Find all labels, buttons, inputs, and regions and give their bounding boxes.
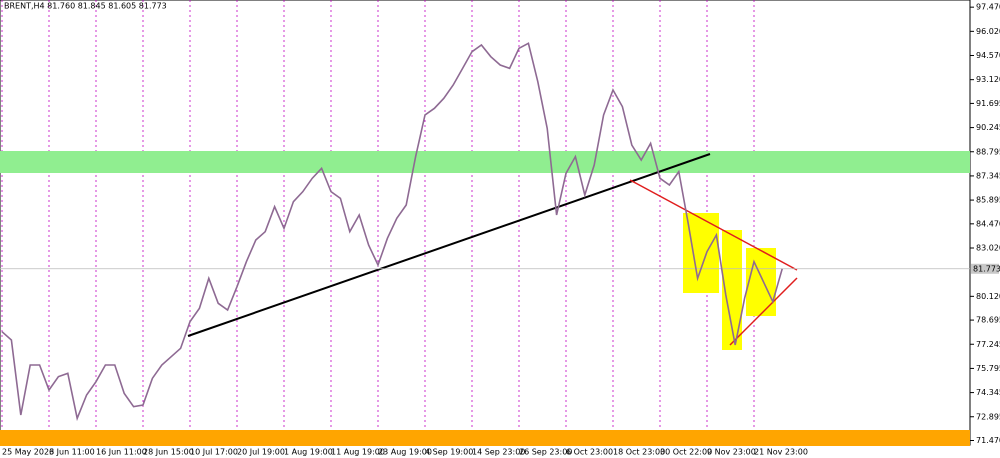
y-tick-label: 87.345 [976, 171, 1000, 180]
trend-line [629, 179, 798, 271]
y-tick-label: 83.020 [976, 244, 1000, 253]
y-tick-label: 91.695 [976, 99, 1000, 108]
y-tick-label: 96.020 [976, 27, 1000, 36]
x-tick-label: 14 Sep 23:00 [472, 448, 525, 457]
last-price-box [971, 263, 999, 274]
support-zone [0, 430, 970, 446]
y-tick-label: 90.245 [976, 123, 1000, 132]
y-tick-label: 84.470 [976, 219, 1000, 228]
chart-header: BRENT,H4 81.760 81.845 81.605 81.773 [4, 2, 167, 11]
trend-line [187, 153, 711, 337]
y-tick-label: 85.895 [976, 196, 1000, 205]
plot-frame [0, 0, 971, 446]
x-tick-label: 4 Sep 19:00 [425, 448, 473, 457]
x-tick-label: 9 Nov 23:00 [707, 448, 756, 457]
x-tick-label: 30 Oct 22:00 [660, 448, 712, 457]
x-tick-label: 10 Jul 17:00 [190, 448, 238, 457]
last-price-label: 81.773 [973, 264, 1000, 273]
x-tick-label: 16 Jun 11:00 [96, 448, 147, 457]
x-tick-label: 25 May 2023 [2, 448, 54, 457]
x-tick-label: 11 Aug 19:00 [331, 448, 385, 457]
x-tick-label: 20 Jul 19:00 [237, 448, 285, 457]
separators [1, 0, 755, 445]
x-tick-label: 18 Oct 23:00 [613, 448, 665, 457]
trend-line [729, 277, 798, 346]
y-tick-label: 80.120 [976, 292, 1000, 301]
price-line [1, 42, 783, 422]
x-tick-label: 23 Aug 19:00 [378, 448, 432, 457]
y-tick-label: 77.245 [976, 340, 1000, 349]
x-tick-label: 1 Aug 19:00 [284, 448, 333, 457]
y-tick-label: 75.795 [976, 364, 1000, 373]
x-tick-label: 21 Nov 23:00 [754, 448, 808, 457]
y-tick-label: 97.470 [976, 3, 1000, 12]
y-tick-label: 88.795 [976, 147, 1000, 156]
y-tick-label: 74.345 [976, 388, 1000, 397]
y-tick-label: 93.120 [976, 75, 1000, 84]
highlight-box [746, 248, 776, 316]
y-tick-label: 94.570 [976, 51, 1000, 60]
x-tick-label: 26 Sep 23:00 [519, 448, 572, 457]
y-tick-label: 71.470 [976, 436, 1000, 445]
y-tick-label: 78.695 [976, 316, 1000, 325]
x-tick-label: 6 Jun 11:00 [49, 448, 95, 457]
y-tick-label: 72.895 [976, 412, 1000, 421]
x-tick-label: 28 Jun 15:00 [143, 448, 194, 457]
x-tick-label: 6 Oct 23:00 [566, 448, 613, 457]
resistance-zone [0, 151, 970, 173]
highlight-box [722, 230, 742, 350]
